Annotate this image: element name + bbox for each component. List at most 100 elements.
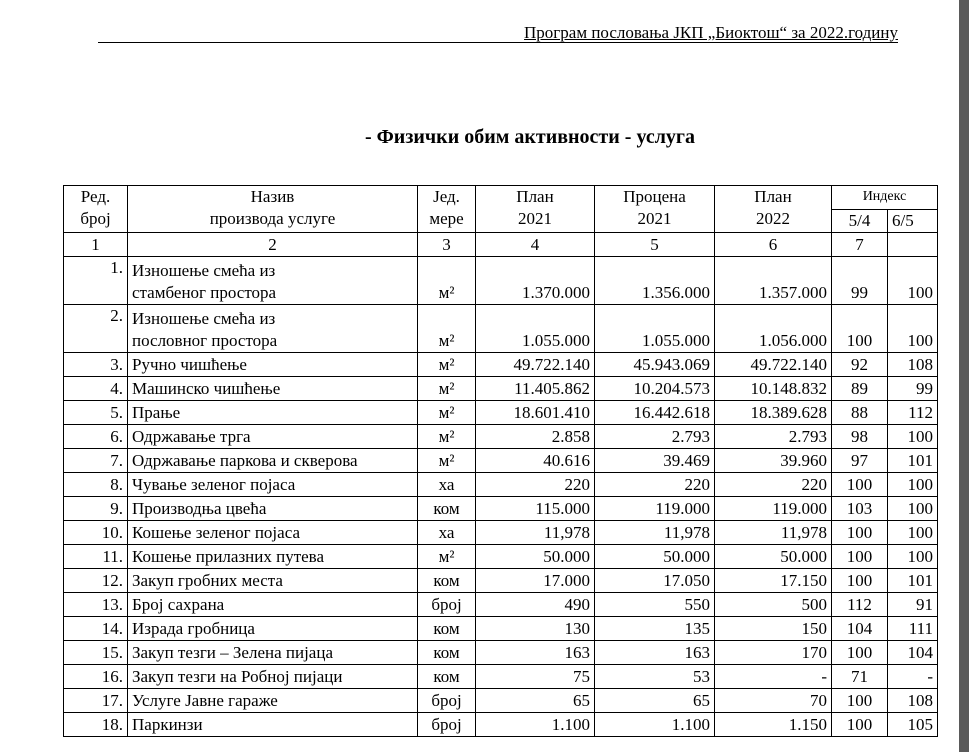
row-index-6-5: 105 bbox=[887, 712, 938, 737]
header-rule bbox=[98, 42, 898, 43]
row-number: 9. bbox=[63, 496, 128, 521]
row-index-5-4: 112 bbox=[831, 592, 888, 617]
row-index-6-5: 104 bbox=[887, 640, 938, 665]
row-unit: ком bbox=[417, 664, 476, 689]
column-number: 1 bbox=[63, 232, 128, 257]
column-number: 6 bbox=[714, 232, 832, 257]
table-row: 15. Закуп тезги – Зелена пијаца ком 163 163 1… bbox=[63, 640, 938, 665]
table-row: 3. Ручно чишћење м² 49.722.140 45.943.069 49.… bbox=[63, 352, 938, 377]
row-plan-2022: 11,978 bbox=[714, 520, 832, 545]
row-unit: ком bbox=[417, 640, 476, 665]
row-unit: м² bbox=[417, 304, 476, 353]
row-number: 12. bbox=[63, 568, 128, 593]
row-plan-2021: 490 bbox=[475, 592, 595, 617]
row-name: Број сахрана bbox=[127, 592, 418, 617]
row-unit: ха bbox=[417, 472, 476, 497]
row-unit: м² bbox=[417, 352, 476, 377]
table-row: 7. Одржавање паркова и скверова м² 40.616 39… bbox=[63, 448, 938, 473]
table-row: 18. Паркинзи број 1.100 1.100 1.150 100 105 bbox=[63, 712, 938, 737]
row-estimate-2021: 1.055.000 bbox=[594, 304, 715, 353]
row-plan-2022: 119.000 bbox=[714, 496, 832, 521]
row-plan-2021: 40.616 bbox=[475, 448, 595, 473]
row-index-6-5: 112 bbox=[887, 400, 938, 425]
row-estimate-2021: 119.000 bbox=[594, 496, 715, 521]
row-plan-2022: 500 bbox=[714, 592, 832, 617]
row-name: Одржавање паркова и скверова bbox=[127, 448, 418, 473]
row-name: Кошење прилазних путева bbox=[127, 544, 418, 569]
row-name: Израда гробница bbox=[127, 616, 418, 641]
row-index-6-5: 108 bbox=[887, 688, 938, 713]
table-row: 6. Одржавање трга м² 2.858 2.793 2.793 98 100 bbox=[63, 424, 938, 449]
header-no: Ред. број bbox=[63, 185, 128, 233]
table-row: 4. Машинско чишћење м² 11.405.862 10.204.573… bbox=[63, 376, 938, 401]
row-plan-2022: 50.000 bbox=[714, 544, 832, 569]
row-number: 15. bbox=[63, 640, 128, 665]
row-estimate-2021: 550 bbox=[594, 592, 715, 617]
row-unit: број bbox=[417, 712, 476, 737]
row-plan-2022: 39.960 bbox=[714, 448, 832, 473]
row-name: Прање bbox=[127, 400, 418, 425]
row-unit: м² bbox=[417, 424, 476, 449]
row-number: 14. bbox=[63, 616, 128, 641]
row-index-5-4: 92 bbox=[831, 352, 888, 377]
row-index-5-4: 100 bbox=[831, 712, 888, 737]
row-name: Закуп тезги на Робној пијаци bbox=[127, 664, 418, 689]
header-name: Назив производа услуге bbox=[127, 185, 418, 233]
table-row: 9. Производња цвећа ком 115.000 119.000 119.0… bbox=[63, 496, 938, 521]
row-name: Закуп тезги – Зелена пијаца bbox=[127, 640, 418, 665]
row-name: Паркинзи bbox=[127, 712, 418, 737]
row-plan-2021: 50.000 bbox=[475, 544, 595, 569]
row-plan-2022: 1.150 bbox=[714, 712, 832, 737]
row-index-5-4: 100 bbox=[831, 568, 888, 593]
services-table: Ред. број Назив производа услуге Јед. мере … bbox=[63, 185, 938, 737]
row-estimate-2021: 2.793 bbox=[594, 424, 715, 449]
row-unit: м² bbox=[417, 256, 476, 305]
table-row: 12. Закуп гробних места ком 17.000 17.050 17.… bbox=[63, 568, 938, 593]
row-plan-2022: 1.357.000 bbox=[714, 256, 832, 305]
row-number: 16. bbox=[63, 664, 128, 689]
row-index-5-4: 100 bbox=[831, 520, 888, 545]
row-number: 4. bbox=[63, 376, 128, 401]
row-estimate-2021: 45.943.069 bbox=[594, 352, 715, 377]
row-index-6-5: 101 bbox=[887, 568, 938, 593]
row-plan-2022: 17.150 bbox=[714, 568, 832, 593]
header-index-6-5: 6/5 bbox=[887, 209, 938, 233]
row-estimate-2021: 50.000 bbox=[594, 544, 715, 569]
row-plan-2021: 49.722.140 bbox=[475, 352, 595, 377]
row-plan-2022: 2.793 bbox=[714, 424, 832, 449]
row-plan-2021: 75 bbox=[475, 664, 595, 689]
header-estimate-2021: Процена 2021 bbox=[594, 185, 715, 233]
column-number-empty bbox=[887, 232, 938, 257]
header-plan-2022: План 2022 bbox=[714, 185, 832, 233]
row-number: 8. bbox=[63, 472, 128, 497]
column-number: 3 bbox=[417, 232, 476, 257]
row-index-5-4: 100 bbox=[831, 640, 888, 665]
row-number: 17. bbox=[63, 688, 128, 713]
column-number-row: 1 2 3 4 5 6 7 bbox=[63, 232, 938, 257]
document-header: Програм пословања ЈКП „Биоктош“ за 2022.… bbox=[524, 23, 898, 42]
table-row: 10. Кошење зеленог појаса ха 11,978 11,978 11… bbox=[63, 520, 938, 545]
row-name: Закуп гробних места bbox=[127, 568, 418, 593]
row-unit: ком bbox=[417, 568, 476, 593]
row-estimate-2021: 1.100 bbox=[594, 712, 715, 737]
row-plan-2021: 220 bbox=[475, 472, 595, 497]
row-index-5-4: 100 bbox=[831, 472, 888, 497]
table-row: 17. Услуге Јавне гараже број 65 65 70 100 108 bbox=[63, 688, 938, 713]
row-plan-2021: 163 bbox=[475, 640, 595, 665]
row-index-5-4: 103 bbox=[831, 496, 888, 521]
row-unit: број bbox=[417, 688, 476, 713]
row-index-5-4: 100 bbox=[831, 688, 888, 713]
row-number: 6. bbox=[63, 424, 128, 449]
row-unit: м² bbox=[417, 544, 476, 569]
row-index-5-4: 98 bbox=[831, 424, 888, 449]
row-index-6-5: 100 bbox=[887, 544, 938, 569]
row-index-6-5: 100 bbox=[887, 424, 938, 449]
row-name: Одржавање трга bbox=[127, 424, 418, 449]
table-row: 11. Кошење прилазних путева м² 50.000 50.000… bbox=[63, 544, 938, 569]
row-index-6-5: 100 bbox=[887, 496, 938, 521]
header-index: Индекс bbox=[831, 185, 938, 210]
row-index-6-5: 111 bbox=[887, 616, 938, 641]
row-index-5-4: 104 bbox=[831, 616, 888, 641]
row-unit: ком bbox=[417, 496, 476, 521]
table-row: 2. Изношење смећа из пословног простора м² 1… bbox=[63, 304, 938, 353]
